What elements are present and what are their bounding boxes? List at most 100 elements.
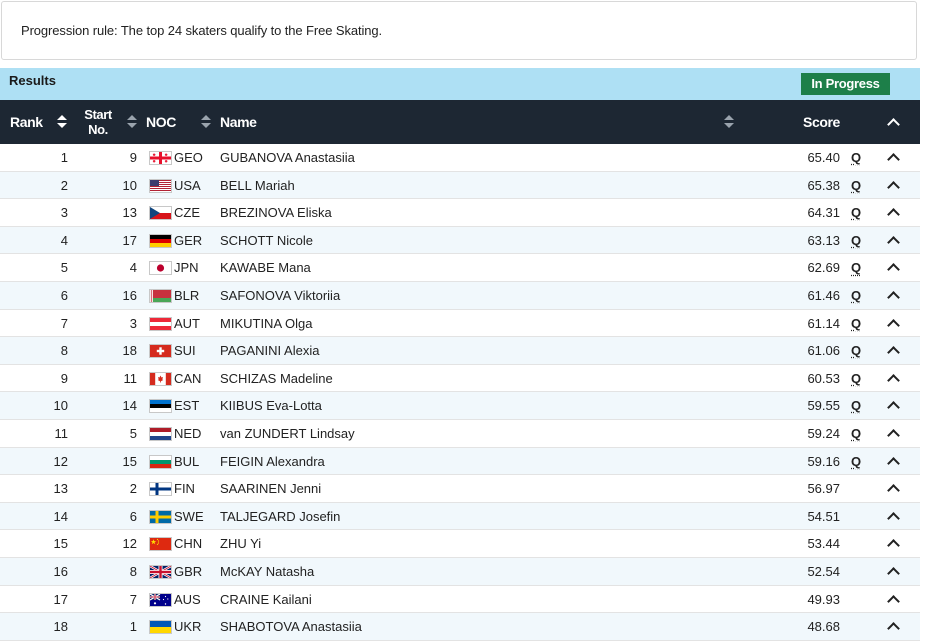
expand-row-chevron-icon[interactable] bbox=[887, 318, 900, 332]
qualified-badge: Q bbox=[851, 260, 862, 276]
table-row[interactable]: 5 4 JPN KAWABE Mana 62.69 Q bbox=[0, 254, 920, 282]
noc-cell: SWE bbox=[174, 508, 204, 524]
athlete-name[interactable]: BELL Mariah bbox=[220, 177, 295, 193]
column-header-start-no[interactable]: Start No. bbox=[82, 100, 114, 144]
athlete-name[interactable]: FEIGIN Alexandra bbox=[220, 453, 325, 469]
sort-start-no-icon[interactable] bbox=[127, 115, 137, 129]
rank-cell: 5 bbox=[60, 260, 68, 276]
athlete-name[interactable]: KAWABE Mana bbox=[220, 260, 311, 276]
score-cell: 65.38 bbox=[807, 177, 840, 193]
score-cell: 53.44 bbox=[807, 536, 840, 552]
start-no-cell: 5 bbox=[129, 425, 137, 441]
fin-flag-icon bbox=[149, 482, 172, 497]
chn-flag-icon bbox=[149, 537, 172, 552]
table-row[interactable]: 17 7 AUS CRAINE Kailani 49.93 bbox=[0, 586, 920, 614]
expand-row-chevron-icon[interactable] bbox=[887, 263, 900, 277]
qualified-badge: Q bbox=[851, 177, 862, 193]
table-row[interactable]: 14 6 SWE TALJEGARD Josefin 54.51 bbox=[0, 502, 920, 531]
noc-cell: NED bbox=[174, 425, 202, 441]
expand-row-chevron-icon[interactable] bbox=[887, 153, 900, 166]
table-row[interactable]: 4 17 GER SCHOTT Nicole 63.13 Q bbox=[0, 226, 920, 255]
table-row[interactable]: 16 8 GBR McKAY Natasha 52.54 bbox=[0, 557, 920, 586]
table-row[interactable]: 8 18 SUI PAGANINI Alexia 61.06 Q bbox=[0, 337, 920, 365]
table-row[interactable]: 11 5 NED van ZUNDERT Lindsay 59.24 Q bbox=[0, 420, 920, 448]
athlete-name[interactable]: PAGANINI Alexia bbox=[220, 343, 320, 359]
column-header-noc[interactable]: NOC bbox=[146, 100, 176, 144]
noc-cell: USA bbox=[174, 177, 201, 193]
usa-flag-icon bbox=[149, 178, 172, 193]
athlete-name[interactable]: BREZINOVA Eliska bbox=[220, 205, 332, 221]
start-no-cell: 4 bbox=[129, 260, 137, 276]
athlete-name[interactable]: SCHOTT Nicole bbox=[220, 232, 313, 248]
table-row[interactable]: 13 2 FIN SAARINEN Jenni 56.97 bbox=[0, 475, 920, 503]
column-header-noc-label: NOC bbox=[146, 114, 176, 130]
expand-row-chevron-icon[interactable] bbox=[887, 235, 900, 249]
qualified-badge: Q bbox=[851, 343, 862, 359]
athlete-name[interactable]: SAFONOVA Viktoriia bbox=[220, 287, 341, 303]
column-header-score[interactable]: Score bbox=[803, 100, 840, 144]
athlete-name[interactable]: ZHU Yi bbox=[220, 536, 262, 552]
rank-cell: 11 bbox=[54, 425, 69, 441]
athlete-name[interactable]: CRAINE Kailani bbox=[220, 591, 312, 607]
athlete-name[interactable]: KIIBUS Eva-Lotta bbox=[220, 398, 322, 414]
table-row[interactable]: 7 3 AUT MIKUTINA Olga 61.14 Q bbox=[0, 310, 920, 338]
athlete-name[interactable]: GUBANOVA Anastasiia bbox=[220, 150, 355, 165]
table-row[interactable]: 15 12 CHN ZHU Yi 53.44 bbox=[0, 530, 920, 558]
start-no-cell: 7 bbox=[129, 591, 137, 607]
rank-cell: 16 bbox=[53, 563, 68, 579]
expand-row-chevron-icon[interactable] bbox=[887, 401, 900, 415]
score-cell: 62.69 bbox=[807, 260, 840, 276]
sort-rank-icon[interactable] bbox=[57, 115, 67, 129]
table-row[interactable]: 12 15 BUL FEIGIN Alexandra 59.16 Q bbox=[0, 447, 920, 476]
rank-cell: 10 bbox=[53, 398, 68, 414]
qualified-badge: Q bbox=[851, 150, 862, 165]
bul-flag-icon bbox=[149, 454, 172, 469]
expand-row-chevron-icon[interactable] bbox=[887, 594, 900, 608]
qualified-badge: Q bbox=[851, 425, 862, 441]
athlete-name[interactable]: MIKUTINA Olga bbox=[220, 315, 313, 331]
athlete-name[interactable]: SAARINEN Jenni bbox=[220, 481, 322, 497]
table-row[interactable]: 6 16 BLR SAFONOVA Viktoriia 61.46 Q bbox=[0, 281, 920, 310]
column-header-rank[interactable]: Rank bbox=[10, 100, 43, 144]
expand-row-chevron-icon[interactable] bbox=[887, 346, 900, 360]
expand-row-chevron-icon[interactable] bbox=[887, 373, 900, 387]
athlete-name[interactable]: SCHIZAS Madeline bbox=[220, 370, 333, 386]
noc-cell: CAN bbox=[174, 370, 202, 386]
table-row[interactable]: 2 10 USA BELL Mariah 65.38 Q bbox=[0, 171, 920, 200]
jpn-flag-icon bbox=[149, 261, 172, 276]
rank-cell: 1 bbox=[60, 150, 68, 165]
athlete-name[interactable]: van ZUNDERT Lindsay bbox=[220, 425, 355, 441]
table-row[interactable]: 3 13 CZE BREZINOVA Eliska 64.31 Q bbox=[0, 199, 920, 227]
start-no-cell: 3 bbox=[129, 315, 137, 331]
noc-cell: BUL bbox=[174, 453, 200, 469]
expand-row-chevron-icon[interactable] bbox=[887, 180, 900, 194]
noc-cell: CZE bbox=[174, 205, 200, 221]
collapse-all-icon[interactable] bbox=[887, 118, 900, 131]
expand-row-chevron-icon[interactable] bbox=[887, 291, 900, 304]
expand-row-chevron-icon[interactable] bbox=[887, 429, 900, 442]
table-row[interactable]: 10 14 EST KIIBUS Eva-Lotta 59.55 Q bbox=[0, 392, 920, 420]
sort-name-icon[interactable] bbox=[724, 115, 734, 129]
rank-cell: 3 bbox=[60, 205, 68, 221]
expand-row-chevron-icon[interactable] bbox=[887, 567, 900, 580]
athlete-name[interactable]: TALJEGARD Josefin bbox=[220, 508, 341, 524]
start-no-cell: 10 bbox=[122, 177, 137, 193]
column-header-name[interactable]: Name bbox=[220, 100, 257, 144]
expand-row-chevron-icon[interactable] bbox=[887, 622, 900, 635]
athlete-name[interactable]: McKAY Natasha bbox=[220, 563, 315, 579]
expand-row-chevron-icon[interactable] bbox=[887, 208, 900, 222]
expand-row-chevron-icon[interactable] bbox=[887, 539, 900, 553]
qualified-badge: Q bbox=[851, 453, 862, 469]
expand-row-chevron-icon[interactable] bbox=[887, 484, 900, 497]
table-row[interactable]: 9 11 CAN SCHIZAS Madeline 60.53 Q bbox=[0, 365, 920, 393]
column-header-start-line1: Start bbox=[84, 107, 112, 122]
start-no-cell: 16 bbox=[122, 287, 137, 303]
expand-row-chevron-icon[interactable] bbox=[887, 511, 900, 525]
table-row[interactable]: 18 1 UKR SHABOTOVA Anastasiia 48.68 bbox=[0, 613, 920, 641]
sort-noc-icon[interactable] bbox=[201, 115, 211, 129]
score-cell: 59.16 bbox=[807, 453, 840, 469]
expand-row-chevron-icon[interactable] bbox=[887, 456, 900, 470]
table-row[interactable]: 1 9 GEO GUBANOVA Anastasiia 65.40 Q bbox=[0, 144, 920, 172]
score-cell: 63.13 bbox=[807, 232, 840, 248]
athlete-name[interactable]: SHABOTOVA Anastasiia bbox=[220, 619, 362, 635]
